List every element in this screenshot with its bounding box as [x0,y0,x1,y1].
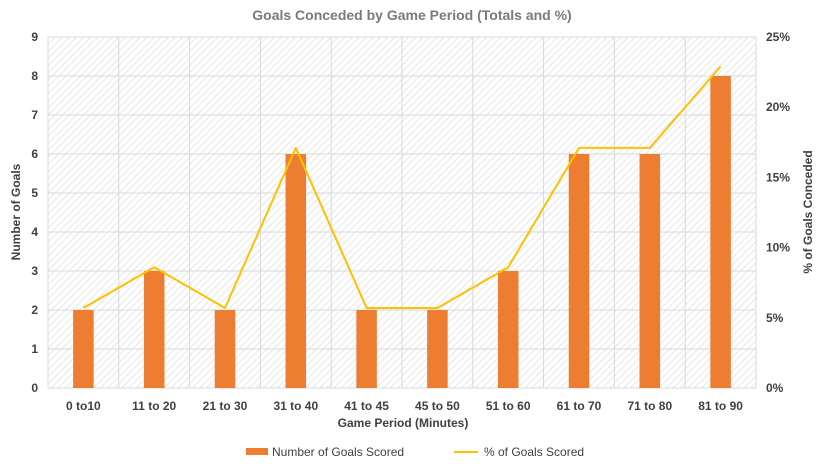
bar [73,310,94,388]
x-axis-title: Game Period (Minutes) [338,416,469,430]
y-tick-label: 4 [31,225,38,239]
y-tick-label: 8 [31,69,38,83]
bar [143,271,165,388]
x-tick-label: 81 to 90 [698,399,743,413]
y2-tick-label: 0% [766,381,784,395]
chart-title: Goals Conceded by Game Period (Totals an… [252,7,571,23]
y2-tick-label: 25% [766,30,790,44]
y-tick-label: 2 [31,303,38,317]
y-tick-label: 3 [31,264,38,278]
bar [427,310,448,388]
x-tick-label: 71 to 80 [627,399,672,413]
y-tick-label: 7 [31,108,38,122]
x-tick-label: 0 to10 [66,399,101,413]
x-tick-label: 21 to 30 [203,399,248,413]
y2-tick-label: 20% [766,100,790,114]
bar [710,76,731,388]
bar [285,154,307,388]
bar-series [73,76,731,388]
y-axis-title: Number of Goals [9,163,23,260]
x-tick-label: 41 to 45 [344,399,389,413]
y2-axis-title: % of Goals Conceded [801,150,815,273]
line-series [82,65,722,309]
gridlines [47,36,757,389]
y2-tick-label: 5% [766,311,784,325]
legend-bar-swatch [246,448,268,455]
bar [639,154,661,388]
percent-line [82,65,722,309]
y-tick-label: 1 [31,342,38,356]
y2-tick-label: 10% [766,241,790,255]
x-tick-label: 31 to 40 [273,399,318,413]
y2-tick-label: 15% [766,170,790,184]
y-tick-label: 9 [31,30,38,44]
x-tick-label: 51 to 60 [486,399,531,413]
bar [356,310,377,388]
axis-ticks: 0 1 2 3 4 5 6 7 8 9 0% 5% 10% 15% 20% 25% 0 to10 11 to 20… [31,30,790,413]
y-tick-label: 0 [31,381,38,395]
x-tick-label: 11 to 20 [132,399,176,413]
y-tick-label: 5 [31,186,38,200]
legend-bar-label: Number of Goals Scored [272,445,404,459]
legend-line-label: % of Goals Scored [484,445,584,459]
x-tick-label: 45 to 50 [415,399,460,413]
bar [568,154,590,388]
x-tick-label: 61 to 70 [557,399,602,413]
bar [497,271,519,388]
bar [214,310,236,388]
legend: Number of Goals Scored % of Goals Scored [246,445,584,459]
y-tick-label: 6 [31,147,38,161]
